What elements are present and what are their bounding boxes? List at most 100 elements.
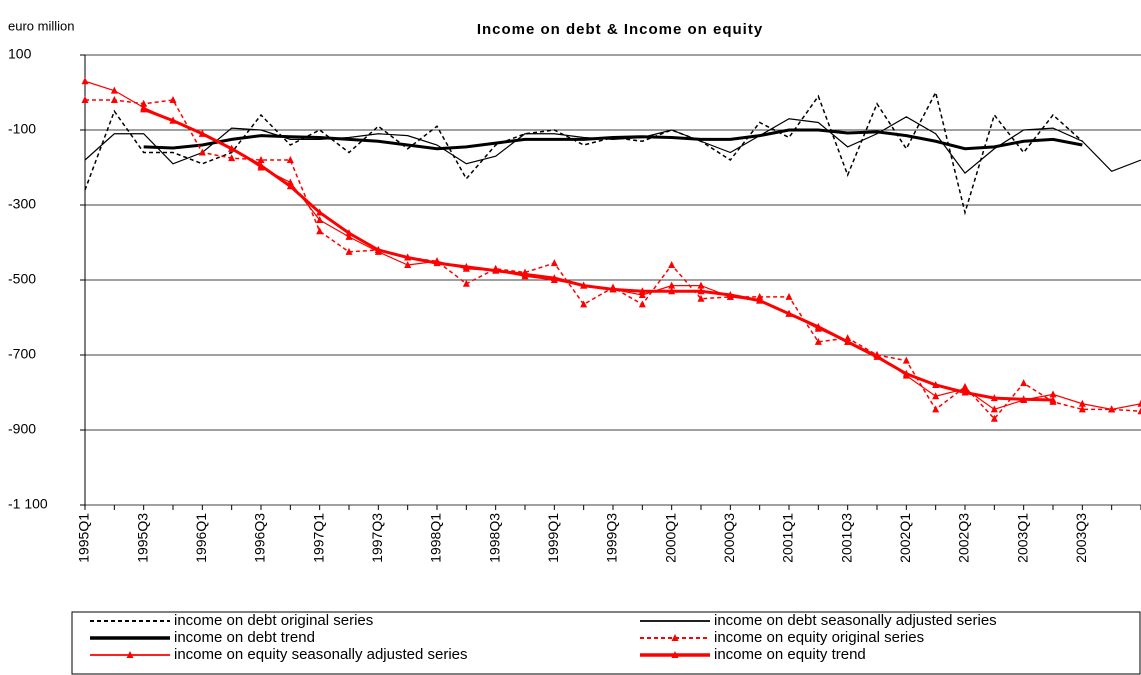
data-point — [580, 281, 588, 289]
data-point — [286, 156, 294, 163]
chart-title: Income on debt & Income on equity — [477, 21, 763, 38]
data-point — [110, 86, 118, 94]
data-point — [81, 96, 89, 103]
series — [143, 128, 1083, 151]
legend-box — [71, 611, 1141, 675]
data-point — [228, 144, 236, 152]
data-point — [697, 287, 705, 295]
legend-label: income on equity trend — [714, 646, 866, 663]
legend-label: income on debt original series — [174, 612, 373, 629]
x-tick-label: 1999Q1 — [545, 513, 561, 563]
x-tick-label: 1997Q3 — [369, 513, 385, 563]
data-point — [609, 285, 617, 293]
data-point — [462, 262, 470, 270]
x-tick-label: 2001Q1 — [780, 513, 796, 563]
data-point — [932, 392, 940, 400]
data-point — [433, 259, 441, 267]
data-point — [668, 287, 676, 295]
data-point — [521, 270, 529, 278]
data-point — [1137, 399, 1141, 407]
series-line — [84, 80, 1141, 411]
data-point — [1049, 390, 1057, 398]
legend-label: income on equity original series — [714, 629, 924, 646]
y-tick-label: 100 — [8, 46, 32, 62]
data-point — [198, 148, 206, 156]
data-point — [140, 105, 148, 113]
data-point — [404, 261, 412, 268]
data-point — [785, 292, 793, 300]
x-tick-label: 1995Q1 — [76, 513, 92, 563]
data-point — [990, 405, 998, 413]
data-point — [668, 261, 676, 268]
data-point — [316, 216, 324, 223]
data-point — [404, 253, 412, 261]
data-point — [1049, 396, 1057, 403]
x-tick-label: 1995Q3 — [134, 513, 150, 563]
data-point — [1078, 399, 1086, 407]
data-point — [902, 369, 910, 377]
data-point — [844, 337, 852, 345]
x-tick-label: 1998Q1 — [428, 513, 444, 563]
series-line — [143, 107, 1054, 402]
data-point — [756, 296, 764, 304]
x-tick-label: 1997Q1 — [310, 513, 326, 563]
series — [81, 96, 1141, 422]
data-point — [550, 259, 558, 267]
x-tick-label: 2000Q3 — [721, 513, 737, 563]
data-point — [169, 116, 177, 124]
legend-label: income on debt seasonally adjusted serie… — [714, 612, 997, 629]
data-point — [638, 287, 646, 295]
series-line — [143, 128, 1083, 151]
data-point — [374, 246, 382, 253]
data-point — [1137, 407, 1141, 415]
data-point — [638, 291, 646, 298]
data-point — [873, 352, 881, 360]
data-point — [345, 247, 353, 255]
x-tick-label: 2002Q1 — [897, 513, 913, 563]
y-axis-label: euro million — [8, 18, 74, 33]
legend-marker — [671, 651, 679, 658]
x-tick-label: 1996Q3 — [252, 513, 268, 563]
data-point — [345, 232, 353, 240]
data-point — [1020, 395, 1028, 403]
x-tick-label: 1996Q1 — [193, 513, 209, 563]
series — [81, 77, 1141, 413]
data-point — [1020, 379, 1028, 387]
y-tick-label: -500 — [8, 271, 36, 287]
series — [84, 90, 1083, 216]
data-point — [785, 309, 793, 317]
data-point — [990, 394, 998, 402]
y-tick-label: -1 100 — [8, 496, 48, 512]
data-point — [345, 229, 353, 237]
legend-marker — [126, 651, 134, 658]
data-point — [228, 154, 236, 162]
y-tick-label: -900 — [8, 421, 36, 437]
data-point — [580, 300, 588, 308]
series — [140, 105, 1057, 403]
y-tick-label: -100 — [8, 121, 36, 137]
y-tick-label: -700 — [8, 346, 36, 362]
series-line — [84, 90, 1083, 216]
data-point — [169, 96, 177, 103]
legend-marker — [671, 634, 679, 641]
x-tick-label: 1998Q3 — [486, 513, 502, 563]
data-point — [726, 291, 734, 298]
data-point — [257, 161, 265, 169]
x-tick-label: 2003Q3 — [1073, 513, 1089, 563]
data-point — [110, 96, 118, 103]
data-point — [1108, 405, 1116, 413]
data-point — [286, 182, 294, 190]
data-point — [961, 384, 969, 392]
x-tick-label: 2003Q1 — [1014, 513, 1030, 563]
data-point — [198, 129, 206, 137]
x-tick-label: 2001Q3 — [838, 513, 854, 563]
data-point — [697, 281, 705, 289]
data-point — [257, 156, 265, 163]
legend-label: income on equity seasonally adjusted ser… — [174, 646, 468, 663]
data-point — [638, 300, 646, 308]
y-tick-label: -300 — [8, 196, 36, 212]
data-point — [81, 77, 89, 85]
data-point — [697, 294, 705, 302]
data-point — [932, 405, 940, 413]
